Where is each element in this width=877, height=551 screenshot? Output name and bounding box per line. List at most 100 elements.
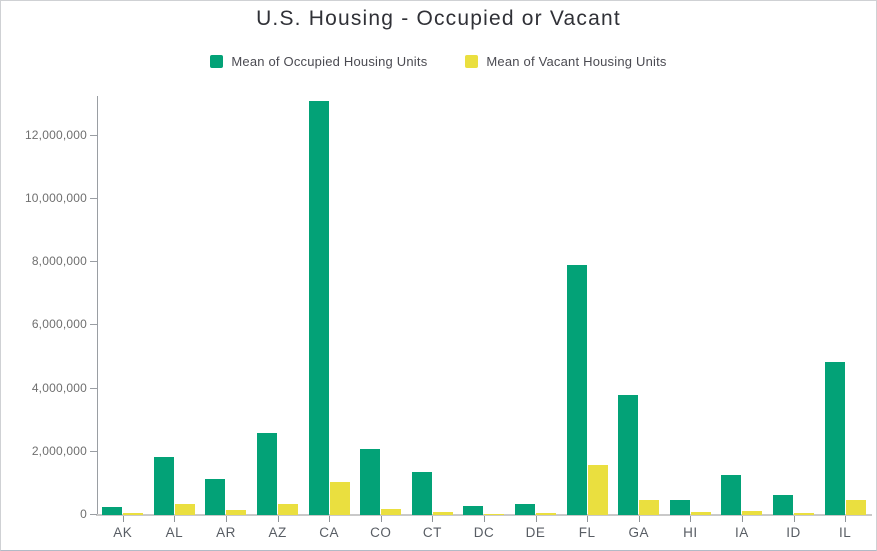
y-tick-label-2000000: 2,000,000 bbox=[31, 443, 87, 458]
x-tick-label-FL: FL bbox=[578, 525, 596, 540]
bar-vacant-AR[interactable] bbox=[226, 510, 247, 515]
bar-group-AZ bbox=[252, 96, 304, 515]
x-tick-IA bbox=[742, 516, 743, 522]
x-tick-label-AL: AL bbox=[165, 525, 184, 540]
x-tick-ID bbox=[793, 516, 795, 522]
bar-vacant-ID[interactable] bbox=[794, 513, 815, 515]
bar-occupied-FL[interactable] bbox=[566, 265, 587, 515]
bar-vacant-AZ[interactable] bbox=[278, 504, 299, 515]
bar-group-HI bbox=[665, 96, 717, 515]
y-tick-10000000 bbox=[90, 198, 97, 200]
x-tick-label-IL: IL bbox=[838, 525, 852, 540]
y-tick-label-10000000: 10,000,000 bbox=[24, 191, 87, 206]
y-tick-6000000 bbox=[90, 324, 97, 326]
x-tick-AZ bbox=[277, 516, 279, 522]
bar-vacant-CT[interactable] bbox=[432, 512, 453, 515]
x-tick-label-HI: HI bbox=[683, 525, 698, 540]
legend-swatch-occupied bbox=[210, 55, 224, 68]
x-tick-HI bbox=[690, 516, 692, 522]
bar-vacant-IL[interactable] bbox=[845, 500, 866, 515]
x-tick-label-AK: AK bbox=[113, 525, 133, 540]
bar-group-DC bbox=[458, 96, 510, 515]
legend-label-occupied: Mean of Occupied Housing Units bbox=[231, 54, 428, 69]
x-tick-AL bbox=[174, 516, 176, 522]
bar-vacant-CA[interactable] bbox=[329, 482, 350, 515]
bar-group-CA bbox=[303, 96, 355, 515]
x-tick-CT bbox=[432, 516, 434, 522]
bar-occupied-CO[interactable] bbox=[360, 449, 381, 515]
x-tick-CO bbox=[380, 516, 382, 522]
y-tick-label-4000000: 4,000,000 bbox=[31, 380, 87, 395]
bar-vacant-HI[interactable] bbox=[690, 512, 711, 515]
bar-group-CO bbox=[355, 96, 407, 515]
chart-title: U.S. Housing - Occupied or Vacant bbox=[256, 7, 621, 30]
bar-group-GA bbox=[613, 96, 665, 515]
y-tick-label-0: 0 bbox=[80, 507, 87, 521]
bar-group-AR bbox=[200, 96, 252, 515]
bar-occupied-AL[interactable] bbox=[153, 457, 174, 515]
bar-group-AL bbox=[149, 96, 201, 515]
x-tick-label-CT: CT bbox=[422, 525, 442, 540]
y-tick-0 bbox=[90, 514, 97, 515]
bar-group-IL bbox=[819, 96, 871, 515]
bar-occupied-AZ[interactable] bbox=[257, 433, 278, 515]
bar-group-CT bbox=[407, 96, 459, 515]
x-tick-DE bbox=[535, 516, 537, 522]
bar-vacant-GA[interactable] bbox=[639, 500, 660, 515]
bar-occupied-HI[interactable] bbox=[669, 500, 690, 515]
x-tick-AR bbox=[226, 516, 227, 522]
x-tick-label-ID: ID bbox=[786, 525, 801, 540]
legend-label-vacant: Mean of Vacant Housing Units bbox=[486, 54, 667, 69]
bar-occupied-CT[interactable] bbox=[411, 472, 432, 515]
bar-occupied-GA[interactable] bbox=[618, 395, 639, 515]
x-tick-CA bbox=[329, 516, 331, 522]
bar-occupied-DC[interactable] bbox=[463, 506, 484, 515]
bars-container bbox=[97, 96, 871, 515]
x-tick-label-IA: IA bbox=[735, 525, 749, 540]
y-tick-2000000 bbox=[90, 450, 97, 452]
y-tick-8000000 bbox=[90, 261, 97, 263]
x-tick-label-DC: DC bbox=[473, 525, 495, 540]
bar-vacant-IA[interactable] bbox=[742, 511, 763, 515]
x-tick-label-DE: DE bbox=[525, 525, 546, 540]
x-tick-IL bbox=[845, 516, 847, 522]
bar-vacant-DC[interactable] bbox=[484, 514, 505, 515]
bar-occupied-DE[interactable] bbox=[515, 504, 536, 515]
y-tick-label-12000000: 12,000,000 bbox=[24, 127, 87, 142]
bar-group-AK bbox=[97, 96, 149, 515]
bar-group-IA bbox=[716, 96, 768, 515]
x-tick-label-AZ: AZ bbox=[268, 525, 287, 540]
y-axis-line bbox=[97, 96, 98, 516]
x-tick-label-GA: GA bbox=[628, 525, 649, 540]
bar-vacant-FL[interactable] bbox=[587, 465, 608, 515]
bar-occupied-IA[interactable] bbox=[721, 475, 742, 515]
bar-vacant-DE[interactable] bbox=[536, 513, 557, 515]
x-tick-FL bbox=[587, 516, 589, 522]
x-tick-label-AR: AR bbox=[216, 525, 236, 540]
x-tick-DC bbox=[484, 516, 485, 522]
bar-vacant-CO[interactable] bbox=[381, 509, 402, 515]
x-axis-line bbox=[96, 514, 872, 516]
legend-item-vacant[interactable]: Mean of Vacant Housing Units bbox=[465, 54, 666, 69]
legend-swatch-vacant bbox=[465, 55, 479, 68]
y-tick-label-8000000: 8,000,000 bbox=[31, 254, 87, 269]
x-tick-AK bbox=[122, 516, 124, 522]
y-tick-4000000 bbox=[90, 387, 97, 389]
y-tick-12000000 bbox=[90, 134, 97, 136]
bar-occupied-CA[interactable] bbox=[308, 101, 329, 515]
legend-item-occupied[interactable]: Mean of Occupied Housing Units bbox=[210, 54, 427, 69]
x-tick-GA bbox=[638, 516, 640, 522]
bar-occupied-AR[interactable] bbox=[205, 479, 226, 515]
chart-legend: Mean of Occupied Housing Units Mean of Va… bbox=[1, 54, 876, 69]
x-tick-label-CO: CO bbox=[370, 525, 392, 540]
bar-group-ID bbox=[768, 96, 820, 515]
x-tick-label-CA: CA bbox=[319, 525, 340, 540]
bar-vacant-AK[interactable] bbox=[123, 513, 144, 515]
bar-occupied-AK[interactable] bbox=[102, 507, 123, 515]
bar-occupied-ID[interactable] bbox=[773, 495, 794, 515]
bar-occupied-IL[interactable] bbox=[824, 362, 845, 515]
bar-group-DE bbox=[510, 96, 562, 515]
bar-vacant-AL[interactable] bbox=[174, 504, 195, 515]
